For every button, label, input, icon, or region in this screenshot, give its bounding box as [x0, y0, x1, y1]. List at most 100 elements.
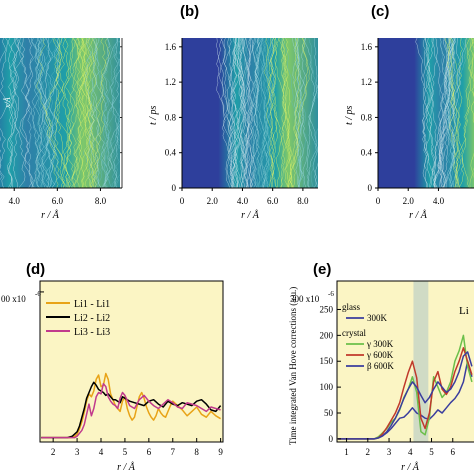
- legend-entry: 300K: [367, 313, 388, 323]
- legend-entry: β 600K: [367, 361, 394, 371]
- heatmap-panel-b: 0 2.0 4.0 6.0 8.0 0 0.4 0.8 1.2 1.6 r / Å t / ps: [148, 38, 318, 221]
- trajectory-line: [450, 38, 460, 188]
- legend-heading: glass: [342, 302, 360, 312]
- x-tick-label: 6.0: [267, 196, 279, 206]
- x-tick-label: 0: [180, 196, 185, 206]
- trajectory-line: [72, 38, 94, 188]
- trajectory-line: [101, 38, 120, 188]
- trajectory-line: [233, 38, 241, 188]
- x-tick-label: 9: [218, 447, 223, 457]
- legend-entry: γ 300K: [366, 339, 394, 349]
- x-tick-label: 8.0: [95, 196, 107, 206]
- trajectory-line: [72, 38, 99, 188]
- trajectory-line: [0, 38, 7, 170]
- y-tick-label: 0.4: [361, 148, 373, 158]
- trajectory-line: [231, 38, 239, 188]
- trajectory-line: [36, 38, 65, 188]
- y-tick-label: 1.6: [165, 42, 177, 52]
- x-axis-label: r / Å: [41, 209, 60, 221]
- trajectory-line: [284, 38, 291, 188]
- trajectory-line: [252, 38, 265, 188]
- trajectory-line: [299, 38, 309, 188]
- y-tick-label: 0.8: [361, 112, 373, 122]
- series-line: [338, 351, 473, 440]
- plot-d-series: [41, 372, 222, 439]
- y-tick-label: 1.2: [165, 77, 176, 87]
- trajectory-line: [439, 38, 446, 188]
- y-tick-label: 1.6: [361, 42, 373, 52]
- x-tick-label: 2.0: [207, 196, 219, 206]
- legend-entry: Li1 - Li1: [74, 299, 110, 310]
- trajectory-line: [31, 38, 51, 188]
- y-tick-label: 0.4: [165, 148, 177, 158]
- x-tick-label: 7: [171, 447, 176, 457]
- trajectory-line: [89, 38, 111, 188]
- trajectory-line: [87, 38, 107, 188]
- trajectory-line: [32, 38, 54, 188]
- trajectory-line: [255, 38, 266, 188]
- trajectory-line: [79, 38, 100, 188]
- trajectory-line: [451, 38, 463, 188]
- trajectory-line: [242, 38, 253, 188]
- trajectory-line: [447, 38, 457, 188]
- trajectory-line: [0, 38, 9, 188]
- x-tick-label: 0: [376, 196, 381, 206]
- trajectory-line: [25, 38, 41, 188]
- panel-label-e: (e): [313, 261, 331, 278]
- y-tick-label: 0: [329, 434, 334, 444]
- trajectory-line: [446, 38, 457, 188]
- y-tick-label: 100: [320, 382, 334, 392]
- trajectory-line: [76, 38, 99, 188]
- trajectory-line: [445, 38, 470, 188]
- trajectory-line: [55, 38, 70, 188]
- x-tick-label: 4.0: [237, 196, 249, 206]
- trajectory-line: [53, 38, 70, 188]
- x-axis-label: r / Å: [409, 209, 428, 221]
- trajectory-line: [454, 38, 463, 188]
- trajectory-line: [294, 38, 305, 188]
- x-tick-label: 3: [75, 447, 80, 457]
- trajectory-line: [64, 38, 76, 188]
- trajectory-line: [91, 38, 108, 188]
- panel-label-c: (c): [371, 3, 389, 20]
- y-tick-label: 50: [324, 408, 334, 418]
- x-tick-label: 1: [344, 447, 349, 457]
- trajectory-line: [425, 38, 438, 188]
- plot-e-ylabel: Time integrated Van Hove corrections (a.…: [288, 287, 298, 445]
- y-tick-label: 0: [172, 183, 177, 193]
- x-tick-label: 8.0: [297, 196, 309, 206]
- y-tick-label: 0.8: [165, 112, 177, 122]
- trajectory-line: [263, 38, 277, 188]
- x-tick-label: 6.0: [52, 196, 64, 206]
- trajectory-line: [245, 38, 261, 188]
- trajectory-line: [113, 123, 120, 188]
- trajectory-line: [295, 38, 304, 188]
- trajectory-line: [252, 38, 260, 188]
- trajectory-line: [306, 84, 318, 188]
- legend-entry: Li3 - Li3: [74, 327, 110, 338]
- panel-label-d: (d): [26, 261, 45, 278]
- x-tick-label: 6: [451, 447, 456, 457]
- trajectory-line: [265, 38, 276, 188]
- trajectory-line: [94, 38, 110, 188]
- y-tick-label: 150: [320, 356, 334, 366]
- plot-d-legend: Li1 - Li1 Li2 - Li2 Li3 - Li3: [46, 299, 110, 338]
- trajectory-line: [18, 38, 34, 188]
- trajectory-line: [97, 126, 120, 188]
- x-tick-label: 4: [99, 447, 104, 457]
- trajectory-line: [432, 38, 456, 188]
- x-axis-label: r / Å: [241, 209, 260, 221]
- plot-e-y-exponent: -6: [328, 290, 334, 298]
- plot-e-series: [338, 334, 473, 440]
- legend-entry: Li2 - Li2: [74, 313, 110, 324]
- trajectory-line: [257, 38, 270, 188]
- y-tick-label: 1.2: [361, 77, 372, 87]
- trajectory-line: [94, 38, 113, 188]
- trajectory-line: [35, 38, 53, 188]
- heatmap-b-axes: 0 2.0 4.0 6.0 8.0 0 0.4 0.8 1.2 1.6 r / Å t / ps: [148, 38, 318, 221]
- trajectory-line: [228, 38, 240, 188]
- x-tick-label: 4: [408, 447, 413, 457]
- trajectory-line: [267, 38, 276, 188]
